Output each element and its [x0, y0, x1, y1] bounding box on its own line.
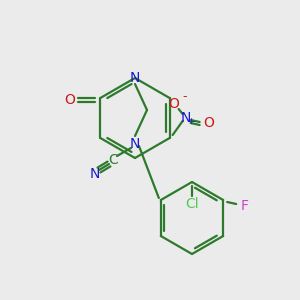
Text: +: + — [187, 118, 194, 127]
Text: N: N — [130, 137, 140, 151]
Text: O: O — [168, 97, 179, 111]
Text: -: - — [182, 91, 187, 103]
Text: F: F — [240, 199, 248, 213]
Text: N: N — [181, 111, 191, 125]
Text: N: N — [130, 71, 140, 85]
Text: O: O — [64, 92, 75, 106]
Text: C: C — [108, 153, 118, 167]
Text: N: N — [90, 167, 100, 181]
Text: Cl: Cl — [185, 197, 199, 211]
Text: O: O — [203, 116, 214, 130]
